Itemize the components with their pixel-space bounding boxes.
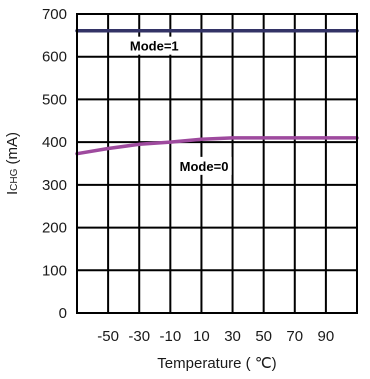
y-axis-title: ICHG (mA) <box>4 132 21 195</box>
x-tick-label: 10 <box>193 328 210 345</box>
y-axis-title-unit: (mA) <box>4 132 21 169</box>
x-tick-label: -50 <box>97 328 119 345</box>
x-tick-label: -10 <box>159 328 181 345</box>
y-tick-label: 700 <box>42 6 67 23</box>
x-tick-label: 30 <box>224 328 241 345</box>
x-tick-label: -30 <box>128 328 150 345</box>
y-axis-title-subscript: CHG <box>9 168 20 190</box>
series-label-bg <box>175 156 232 175</box>
y-tick-label: 100 <box>42 262 67 279</box>
y-axis-title-main: I <box>4 191 21 195</box>
series-label-layer: Mode=1 Mode=0 <box>125 36 232 175</box>
series-line-mode0 <box>75 136 359 156</box>
x-axis-title: Temperature ( ℃) <box>157 355 276 372</box>
plot-frame <box>76 13 358 314</box>
x-tick-label: 90 <box>318 328 335 345</box>
y-tick-label: 300 <box>42 177 67 194</box>
y-tick-label: 0 <box>59 305 67 322</box>
series-label-mode1: Mode=1 <box>130 39 179 54</box>
y-tick-label: 400 <box>42 134 67 151</box>
grid-layer <box>77 13 357 314</box>
y-tick-label: 500 <box>42 91 67 108</box>
series-label-mode0: Mode=0 <box>180 159 229 174</box>
y-tick-label: 200 <box>42 220 67 237</box>
series-layer <box>75 28 359 156</box>
y-tick-label: 600 <box>42 49 67 66</box>
x-tick-label: 70 <box>286 328 303 345</box>
tick-label-layer: 0 100 200 300 400 500 600 700 -50 -30 -10 10 30 50 70 9… <box>42 6 334 345</box>
x-tick-label: 50 <box>255 328 272 345</box>
series-label-bg <box>125 36 182 55</box>
